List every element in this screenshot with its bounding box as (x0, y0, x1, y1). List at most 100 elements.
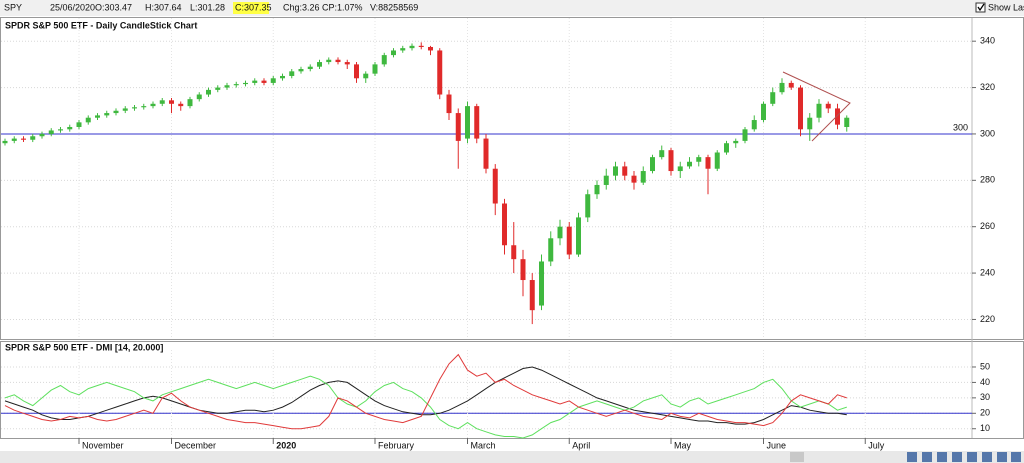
change: Chg:3.26 (283, 2, 320, 12)
close-highlight (233, 2, 269, 14)
volume: V:88258569 (370, 2, 418, 12)
scrollbar[interactable] (0, 451, 1024, 463)
candle-body (659, 150, 665, 158)
y-tick-label: 320 (980, 82, 995, 92)
y-tick-label: 280 (980, 175, 995, 185)
x-tick-label: December (175, 440, 217, 450)
candle-body (261, 80, 267, 83)
candle-body (400, 48, 406, 51)
candle-body (178, 103, 184, 107)
candle-body (714, 152, 720, 169)
candle-body (335, 59, 341, 63)
nav-button[interactable] (997, 452, 1007, 462)
candle-body (650, 157, 655, 172)
candle-body (492, 168, 498, 204)
candle-body (576, 217, 581, 255)
candle-body (631, 175, 637, 183)
nav-button[interactable] (952, 452, 962, 462)
candle-body (243, 82, 248, 85)
nav-button[interactable] (907, 452, 917, 462)
triangle-drawing (782, 71, 851, 142)
candle-body (344, 62, 350, 65)
candle-body (557, 226, 563, 239)
candle-body (437, 50, 443, 95)
candle-body (122, 108, 128, 111)
candle-body (58, 129, 63, 131)
high-value: H:307.64 (145, 2, 182, 12)
y-tick-label: 50 (980, 361, 990, 371)
candle-body (354, 64, 359, 79)
candle-body (770, 92, 776, 104)
candle-body (76, 122, 82, 127)
candle-body (585, 194, 591, 218)
candle-body (742, 129, 748, 141)
candle-body (30, 136, 36, 140)
candle-body (622, 166, 628, 176)
candle-body (11, 138, 17, 141)
candle-body (141, 106, 147, 108)
y-tick-label: 240 (980, 267, 995, 277)
candle-body (270, 78, 276, 83)
candle-body (844, 117, 850, 127)
close-value: C:307.35 (235, 2, 272, 12)
candle-body (2, 140, 8, 144)
candle-body (187, 99, 193, 107)
x-tick-label: July (868, 440, 885, 450)
candle-body (85, 117, 91, 123)
candle-body (502, 203, 507, 246)
candle-body (751, 120, 757, 130)
candle-body (696, 157, 702, 162)
candle-body (391, 50, 396, 56)
candle-body (409, 45, 415, 49)
y-tick-label: 40 (980, 377, 990, 387)
y-tick-label: 340 (980, 36, 995, 46)
nav-button[interactable] (937, 452, 947, 462)
candle-body (150, 103, 156, 107)
candle-body (280, 75, 285, 79)
price-panel (0, 17, 1024, 340)
candle-body (307, 66, 313, 70)
dmi-line (4, 366, 847, 425)
candle-body (67, 126, 73, 130)
candle-body (289, 71, 295, 76)
y-tick-label: 260 (980, 221, 995, 231)
candle-body (39, 133, 45, 137)
low-value: L:301.28 (190, 2, 225, 12)
symbol: SPY (4, 2, 22, 12)
candle-body (48, 130, 54, 134)
candle-body (381, 55, 387, 65)
show-last-label[interactable]: Show Last (988, 2, 1024, 12)
nav-button[interactable] (922, 452, 932, 462)
x-tick-label: April (572, 440, 590, 450)
scroll-thumb[interactable] (790, 452, 804, 462)
candle-body (215, 87, 221, 90)
candle-body (705, 157, 711, 169)
nav-button[interactable] (982, 452, 992, 462)
candle-body (465, 106, 470, 139)
candle-body (474, 106, 480, 139)
candle-body (455, 113, 461, 141)
nav-button[interactable] (1011, 452, 1021, 462)
x-tick-label: February (378, 440, 415, 450)
candle-body (724, 143, 729, 153)
candle-body (798, 87, 803, 130)
show-last-checkbox[interactable] (975, 2, 986, 13)
candle-body (418, 45, 424, 47)
candle-body (677, 166, 683, 172)
x-tick-label: 2020 (276, 440, 296, 450)
x-tick-label: March (471, 440, 496, 450)
price-title: SPDR S&P 500 ETF - Daily CandleStick Cha… (5, 20, 197, 30)
candle-body (372, 64, 378, 74)
y-tick-label: 30 (980, 392, 990, 402)
candle-body (132, 107, 137, 109)
candle-body (363, 73, 369, 79)
candle-body (548, 238, 554, 262)
candle-body (825, 103, 831, 109)
candle-body (807, 117, 813, 130)
nav-button[interactable] (967, 452, 977, 462)
candle-body (233, 84, 239, 86)
candle-body (224, 85, 230, 88)
candle-body (21, 138, 26, 140)
